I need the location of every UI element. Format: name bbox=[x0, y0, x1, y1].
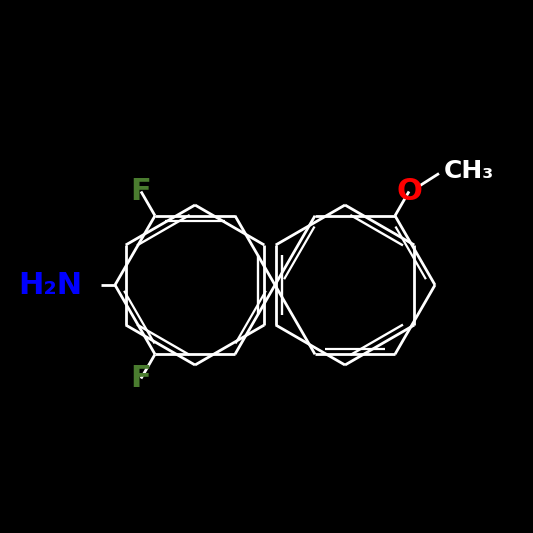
Text: H₂N: H₂N bbox=[18, 271, 82, 300]
Text: F: F bbox=[131, 364, 151, 393]
Text: CH₃: CH₃ bbox=[444, 159, 494, 183]
Text: O: O bbox=[396, 177, 422, 206]
Text: F: F bbox=[131, 177, 151, 206]
